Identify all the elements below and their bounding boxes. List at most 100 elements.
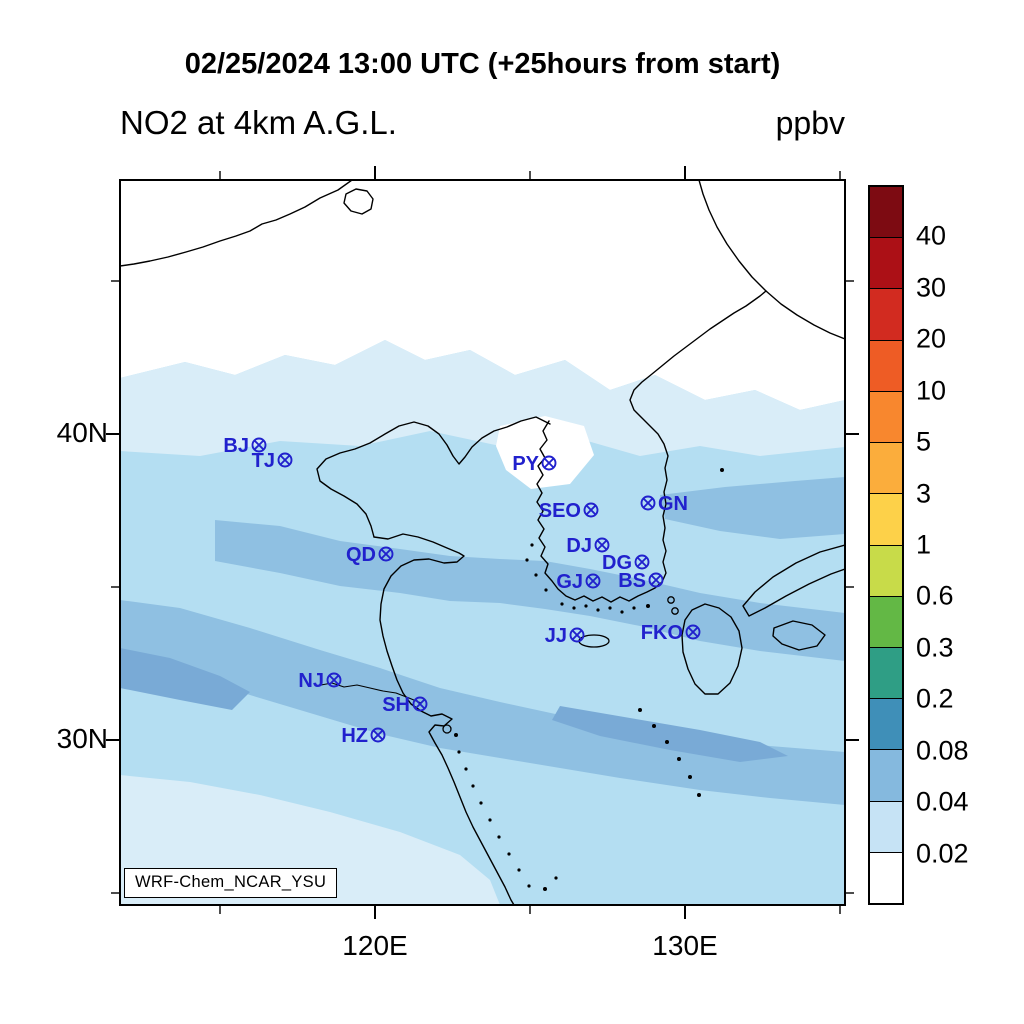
colorbar-segment-8 (870, 596, 902, 648)
station-label: TJ (252, 450, 275, 472)
colorbar-segment-9 (870, 647, 902, 700)
coastline-southeast-china (420, 710, 515, 905)
colorbar-segment-2 (870, 289, 902, 341)
yangtze-river (320, 682, 422, 704)
station-sh: SH (382, 694, 428, 716)
station-circle-x-icon (648, 572, 664, 588)
station-label: BJ (223, 435, 249, 457)
station-gn: GN (640, 493, 688, 515)
colorbar-label: 0.04 (916, 786, 969, 817)
station-circle-x-icon (685, 624, 701, 640)
colorbar-label: 0.2 (916, 683, 954, 714)
contour-region-white-north (120, 180, 845, 410)
tsushima-island-south (671, 607, 679, 615)
coastline-northeast-russia (698, 180, 845, 340)
colorbar-segment-7 (870, 545, 902, 597)
coastline-shandong-jiangsu (373, 533, 465, 712)
station-circle-x-icon (251, 437, 267, 453)
tsushima-island (667, 596, 675, 604)
station-label: BS (618, 570, 646, 592)
station-jj: JJ (545, 625, 585, 647)
lake-khanka (343, 188, 374, 215)
contour-region-band-east (660, 477, 845, 539)
colorbar-label: 3 (916, 478, 932, 509)
colorbar-segment-10 (870, 699, 902, 751)
station-label: QD (346, 544, 376, 566)
colorbar-segment-5 (870, 443, 902, 495)
units-label: ppbv (775, 105, 845, 141)
station-label: GN (658, 493, 688, 515)
station-label: DJ (566, 535, 592, 557)
station-label: PY (512, 453, 539, 475)
colorbar-label: 0.6 (916, 580, 954, 611)
coastline-northwest (120, 180, 353, 267)
x-axis-label-120e: 120E (342, 930, 408, 961)
station-circle-x-icon (585, 573, 601, 589)
variable-title: NO2 at 4km A.G.L. (120, 104, 397, 141)
contour-region-pale-band (120, 340, 845, 456)
y-axis-label-40n: 40N (56, 417, 108, 448)
station-fko: FKO (641, 622, 701, 644)
station-circle-x-icon (378, 546, 394, 562)
map-frame (119, 179, 846, 906)
station-circle-x-icon (583, 502, 599, 518)
station-label: SEO (539, 500, 581, 522)
small-islands (442, 468, 724, 891)
station-label: SH (382, 694, 410, 716)
station-nj: NJ (298, 670, 342, 692)
colorbar-label: 5 (916, 426, 932, 457)
colorbar-label: 0.02 (916, 838, 969, 869)
colorbar-segment-3 (870, 340, 902, 392)
station-circle-x-icon (541, 455, 557, 471)
colorbar-segment-4 (870, 391, 902, 444)
station-circle-x-icon (640, 495, 656, 511)
x-axis-label-130e: 130E (652, 930, 718, 961)
station-qd: QD (346, 544, 394, 566)
station-dj: DJ (566, 535, 610, 557)
colorbar-segment-1 (870, 238, 902, 290)
station-circle-x-icon (412, 696, 428, 712)
station-label: DG (602, 552, 632, 574)
station-label: NJ (298, 670, 324, 692)
station-bj: BJ (223, 435, 267, 457)
subtitle-row: NO2 at 4km A.G.L. ppbv (120, 104, 845, 150)
axis-ticks (106, 166, 859, 919)
station-hz: HZ (341, 725, 386, 747)
model-attribution: WRF-Chem_NCAR_YSU (124, 868, 338, 898)
contour-region-white-py (496, 416, 594, 489)
contour-region-band-south (120, 600, 845, 805)
station-tj: TJ (252, 450, 293, 472)
coastline-honshu (742, 544, 845, 617)
station-label: GJ (556, 571, 583, 593)
colorbar-segment-12 (870, 801, 902, 853)
station-circle-x-icon (634, 554, 650, 570)
station-gj: GJ (556, 571, 601, 593)
station-label: HZ (341, 725, 368, 747)
colorbar-segment-13 (870, 852, 902, 904)
colorbar-segment-6 (870, 494, 902, 546)
contour-region-dark-strait (552, 706, 788, 762)
colorbar-label: 0.3 (916, 632, 954, 663)
colorbar-segment-0 (870, 187, 902, 239)
station-label: JJ (545, 625, 567, 647)
station-circle-x-icon (594, 537, 610, 553)
colorbar-label: 1 (916, 529, 932, 560)
station-dg: DG (602, 552, 650, 574)
colorbar-segment-11 (870, 750, 902, 802)
station-circle-x-icon (370, 727, 386, 743)
colorbar (868, 185, 904, 905)
station-bs: BS (618, 570, 664, 592)
station-seo: SEO (539, 500, 599, 522)
colorbar-label: 20 (916, 323, 947, 354)
station-circle-x-icon (326, 672, 342, 688)
colorbar-label: 0.08 (916, 735, 969, 766)
colorbar-label: 30 (916, 272, 947, 303)
coastline-bohai-liaodong (316, 416, 551, 538)
colorbar-label: 10 (916, 375, 947, 406)
colorbar-label: 40 (916, 220, 947, 251)
station-circle-x-icon (569, 627, 585, 643)
contour-region-band-qd-korea (215, 520, 845, 661)
coastline-kyushu (681, 603, 743, 695)
